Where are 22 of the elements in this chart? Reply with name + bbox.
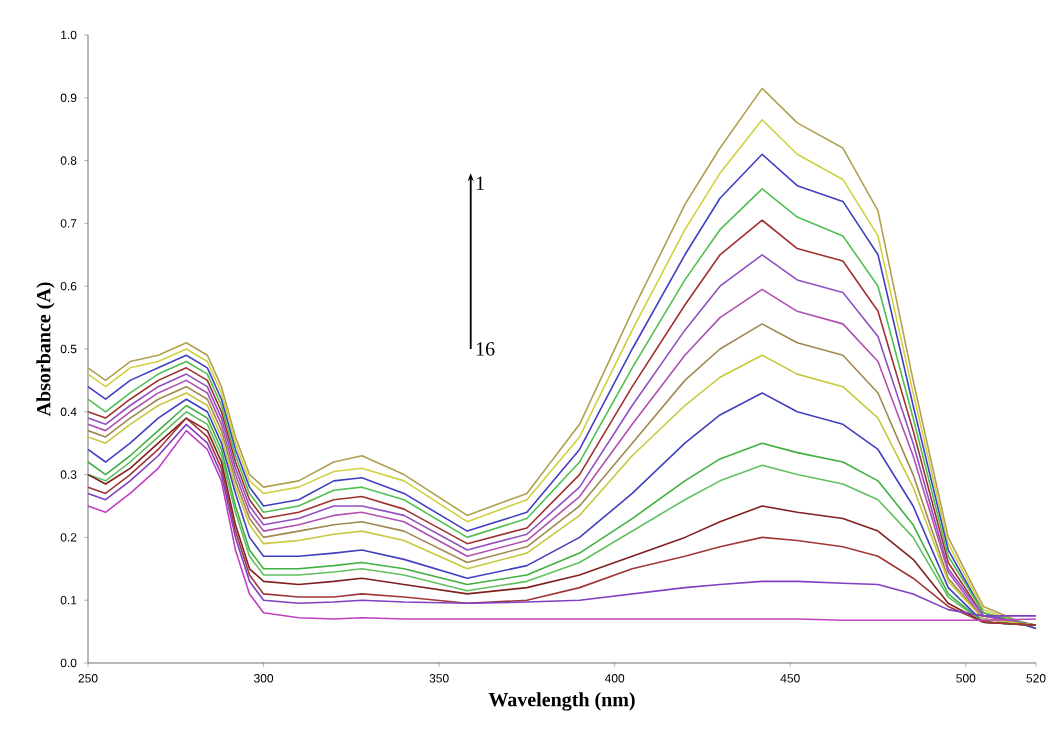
y-tick-label: 0.7 bbox=[60, 219, 77, 228]
y-tick-label: 0.9 bbox=[60, 93, 77, 103]
x-tick-label: 250 bbox=[78, 674, 98, 683]
x-tick-label: 300 bbox=[254, 674, 274, 683]
y-tick-label: 0.8 bbox=[60, 156, 77, 165]
x-tick-label: 400 bbox=[604, 674, 625, 683]
y-tick-label: 0.4 bbox=[60, 407, 77, 417]
y-tick-label: 0.0 bbox=[60, 658, 77, 668]
y-tick-label: 0.2 bbox=[60, 533, 77, 542]
y-tick-label: 0.3 bbox=[60, 470, 77, 479]
y-axis-title: Absorbance (A) bbox=[36, 282, 55, 417]
x-tick-label: 500 bbox=[956, 674, 976, 683]
annotation: 1 bbox=[476, 176, 484, 190]
x-tick-label: 520 bbox=[1026, 674, 1046, 683]
y-tick-label: 0.1 bbox=[60, 595, 77, 605]
annotation: 16 bbox=[476, 342, 495, 356]
x-tick-label: 450 bbox=[780, 674, 800, 683]
x-axis-title: Wavelength (nm) bbox=[488, 692, 635, 711]
y-tick-label: 0.6 bbox=[60, 281, 77, 291]
y-tick-label: 1.0 bbox=[61, 30, 77, 40]
y-tick-label: 0.5 bbox=[60, 344, 77, 354]
x-tick-label: 350 bbox=[429, 674, 449, 683]
